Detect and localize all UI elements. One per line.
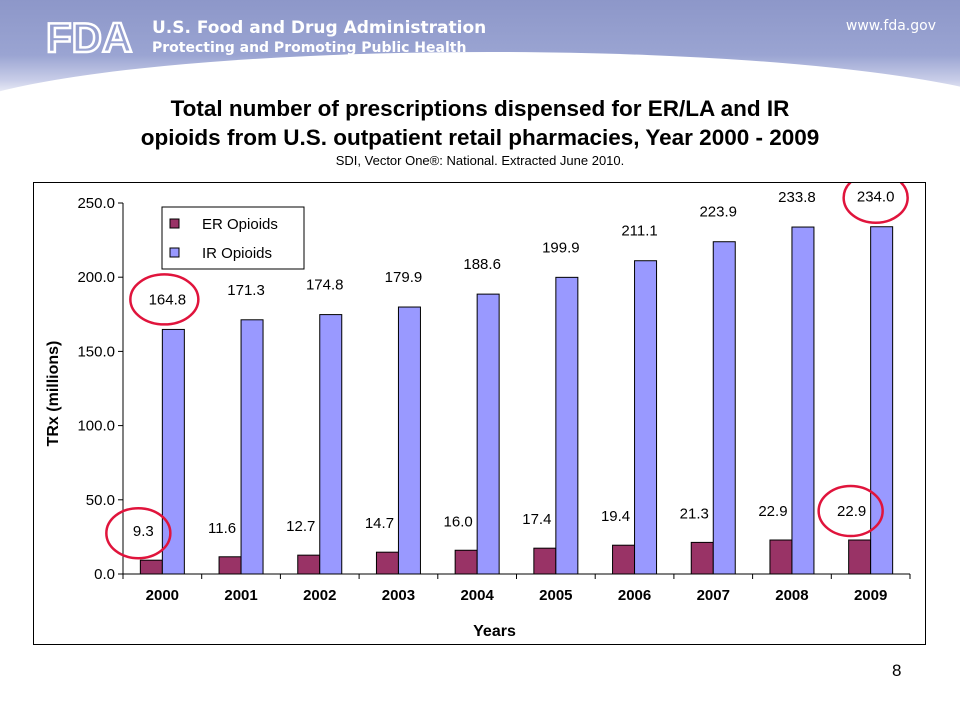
agency-name: U.S. Food and Drug Administration (152, 18, 487, 38)
highlight-circle-er-2000 (105, 506, 172, 560)
er-opioids-value-label: 22.9 (758, 503, 787, 520)
page-number: 8 (892, 661, 902, 680)
er-opioids-bar (454, 549, 478, 575)
er-opioids-bar (769, 539, 793, 575)
slide-title-line-1: Total number of prescriptions dispensed … (170, 96, 790, 121)
ir-opioids-bar (634, 260, 658, 575)
fda-logo-icon: FDA (46, 16, 134, 58)
ir-opioids-bar (240, 319, 264, 575)
er-opioids-value-label: 22.9 (837, 503, 866, 520)
ir-opioids-bar (397, 306, 421, 575)
ir-opioids-value-label: 179.9 (385, 269, 423, 286)
er-opioids-bar (218, 556, 242, 575)
x-axis-title: Years (473, 623, 516, 640)
y-axis-title: TRx (millions) (45, 341, 62, 447)
legend-label-er: ER Opioids (202, 216, 278, 233)
slide-title-line-2: opioids from U.S. outpatient retail phar… (140, 125, 820, 150)
legend-swatch-er (169, 218, 180, 229)
ir-opioids-bar (791, 226, 815, 575)
legend-swatch-ir (169, 247, 180, 258)
er-opioids-bar (375, 551, 399, 575)
ir-opioids-bar (161, 328, 185, 575)
er-opioids-value-label: 19.4 (601, 508, 630, 525)
x-tick-label: 2001 (224, 587, 257, 604)
er-opioids-bar (297, 554, 321, 575)
x-tick-label: 2000 (146, 587, 179, 604)
er-opioids-bar (139, 559, 163, 575)
bar-chart: 0.0 50.0 100.0 150.0 200.0 250.0 9.3 164.8 2000 1… (45, 183, 911, 640)
fda-logo-text: FDA (46, 16, 132, 58)
ir-opioids-value-label: 164.8 (149, 291, 187, 308)
x-tick-label: 2003 (382, 587, 415, 604)
x-tick-label: 2004 (460, 587, 494, 604)
ir-opioids-bar (476, 293, 500, 575)
ir-opioids-value-label: 211.1 (621, 223, 657, 240)
highlight-circle-ir-2009 (842, 183, 909, 224)
er-opioids-value-label: 11.6 (208, 520, 236, 537)
chart-frame: 0.0 50.0 100.0 150.0 200.0 250.0 9.3 164.8 2000 1… (33, 182, 926, 645)
header-wave (0, 52, 960, 100)
y-tick-label: 50.0 (86, 492, 115, 509)
ir-opioids-value-label: 199.9 (542, 239, 580, 256)
ir-opioids-bar (712, 241, 736, 575)
y-tick-label: 100.0 (77, 418, 115, 435)
agency-tagline: Protecting and Promoting Public Health (152, 40, 467, 56)
highlight-circle-ir-2000 (129, 273, 200, 326)
ir-opioids-value-label: 234.0 (857, 189, 895, 206)
er-opioids-value-label: 9.3 (133, 523, 154, 540)
legend-box (161, 206, 305, 270)
ir-opioids-value-label: 223.9 (699, 204, 737, 221)
ir-opioids-bar (870, 226, 894, 575)
slide-subtitle: SDI, Vector One®: National. Extracted Ju… (335, 153, 625, 168)
er-opioids-value-label: 12.7 (286, 518, 315, 535)
slide-title-block: Total number of prescriptions dispensed … (0, 94, 960, 168)
fda-header-banner: FDA U.S. Food and Drug Administration Pr… (0, 0, 960, 100)
x-tick-label: 2009 (854, 587, 887, 604)
y-tick-label: 250.0 (77, 195, 115, 212)
x-tick-label: 2007 (697, 587, 730, 604)
highlight-circle-er-2009 (817, 484, 884, 538)
er-opioids-value-label: 16.0 (444, 513, 473, 530)
er-opioids-value-label: 21.3 (680, 505, 709, 522)
legend-label-ir: IR Opioids (202, 245, 272, 262)
er-opioids-bar (612, 544, 636, 575)
x-tick-label: 2002 (303, 587, 336, 604)
er-opioids-bar (533, 547, 557, 575)
ir-opioids-bar (319, 314, 343, 575)
y-tick-label: 200.0 (77, 269, 115, 286)
ir-opioids-value-label: 233.8 (778, 189, 816, 206)
ir-opioids-bar (555, 276, 579, 575)
x-tick-label: 2006 (618, 587, 651, 604)
x-tick-label: 2005 (539, 587, 572, 604)
ir-opioids-value-label: 174.8 (306, 277, 344, 294)
x-tick-label: 2008 (775, 587, 808, 604)
er-opioids-bar (690, 541, 714, 575)
ir-opioids-value-label: 171.3 (227, 282, 265, 299)
site-url: www.fda.gov (845, 18, 936, 34)
y-tick-label: 0.0 (94, 566, 115, 583)
er-opioids-value-label: 17.4 (522, 511, 551, 528)
y-tick-label: 150.0 (77, 343, 115, 360)
er-opioids-value-label: 14.7 (365, 515, 394, 532)
ir-opioids-value-label: 188.6 (463, 256, 501, 273)
er-opioids-bar (848, 539, 872, 575)
